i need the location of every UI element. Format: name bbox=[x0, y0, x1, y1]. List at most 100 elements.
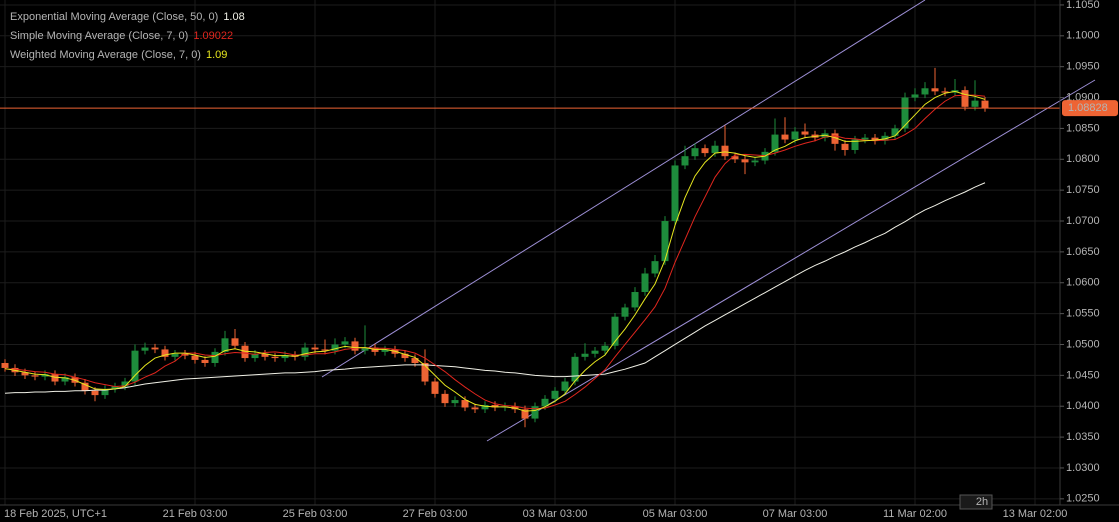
candle-body bbox=[931, 88, 939, 92]
candle-body bbox=[681, 156, 689, 166]
candle-body bbox=[721, 145, 729, 157]
grid bbox=[0, 0, 1060, 505]
y-tick-label: 1.0600 bbox=[1066, 277, 1100, 289]
candle-body bbox=[961, 90, 969, 107]
candle-body bbox=[141, 347, 149, 351]
x-tick-label: 25 Feb 03:00 bbox=[283, 508, 348, 520]
x-tick-label: 18 Feb 2025, UTC+1 bbox=[4, 508, 107, 520]
candle-body bbox=[691, 148, 699, 157]
y-tick-label: 1.0800 bbox=[1066, 153, 1100, 165]
candle-body bbox=[551, 390, 559, 399]
candle-body bbox=[981, 100, 989, 109]
candle-body bbox=[381, 349, 389, 352]
candle-body bbox=[861, 137, 869, 140]
moving-average-line bbox=[4, 90, 986, 412]
y-tick-label: 1.1050 bbox=[1066, 0, 1100, 11]
candle-body bbox=[701, 148, 709, 154]
y-tick-label: 1.1000 bbox=[1066, 30, 1100, 42]
x-tick-label: 11 Mar 02:00 bbox=[883, 508, 947, 520]
plot-area bbox=[0, 67, 1060, 428]
candle-body bbox=[461, 400, 469, 408]
candle-body bbox=[801, 131, 809, 135]
candle-body bbox=[671, 165, 679, 222]
legend-value: 1.09 bbox=[206, 49, 227, 61]
legend-value: 1.09022 bbox=[193, 30, 233, 42]
candle-body bbox=[411, 358, 419, 364]
candle-body bbox=[91, 390, 99, 396]
candle-body bbox=[601, 345, 609, 351]
candle-body bbox=[541, 398, 549, 407]
y-tick-label: 1.0250 bbox=[1066, 493, 1100, 505]
moving-average-line bbox=[5, 94, 986, 410]
candle-body bbox=[631, 292, 639, 308]
candle-body bbox=[581, 353, 589, 357]
candle-body bbox=[241, 345, 249, 359]
legend-entry: Weighted Moving Average (Close, 7, 0) 1.0… bbox=[10, 49, 227, 61]
channel-lower bbox=[486, 79, 1096, 442]
candle-body bbox=[181, 353, 189, 356]
candle-body bbox=[1, 363, 9, 368]
legend-entry: Simple Moving Average (Close, 7, 0) 1.090… bbox=[10, 30, 233, 42]
candle-body bbox=[871, 137, 879, 141]
candle-body bbox=[441, 393, 449, 404]
moving-average-line bbox=[4, 182, 986, 394]
candle-body bbox=[941, 91, 949, 93]
candle-body bbox=[171, 353, 179, 357]
y-tick-label: 1.0350 bbox=[1066, 431, 1100, 443]
candle-body bbox=[401, 353, 409, 359]
candle-body bbox=[311, 347, 319, 350]
candle-body bbox=[471, 407, 479, 410]
candle-body bbox=[971, 100, 979, 107]
candle-body bbox=[51, 374, 59, 382]
y-tick-label: 1.0550 bbox=[1066, 308, 1100, 320]
y-tick-label: 1.0700 bbox=[1066, 215, 1100, 227]
candle-body bbox=[331, 344, 339, 351]
candle-body bbox=[881, 135, 889, 141]
candle-body bbox=[211, 351, 219, 364]
candle-body bbox=[741, 159, 749, 163]
candle-body bbox=[521, 409, 529, 419]
candle-body bbox=[231, 338, 239, 346]
candle-body bbox=[431, 381, 439, 394]
legend: Exponential Moving Average (Close, 50, 0… bbox=[10, 11, 245, 61]
candle-body bbox=[21, 372, 29, 376]
candle-body bbox=[921, 88, 929, 95]
candle-body bbox=[901, 97, 909, 129]
x-tick-label: 27 Feb 03:00 bbox=[403, 508, 468, 520]
candle-body bbox=[341, 341, 349, 345]
candle-body bbox=[621, 307, 629, 317]
legend-name: Exponential Moving Average (Close, 50, 0… bbox=[10, 11, 218, 23]
candle-body bbox=[781, 134, 789, 140]
candle-body bbox=[111, 386, 119, 389]
timeframe-box bbox=[959, 494, 993, 510]
y-tick-label: 1.0650 bbox=[1066, 246, 1100, 258]
candle-body bbox=[361, 347, 369, 351]
candle-body bbox=[251, 353, 259, 359]
candle-body bbox=[711, 145, 719, 154]
candle-body bbox=[101, 388, 109, 396]
candle-body bbox=[611, 316, 619, 346]
candle-body bbox=[451, 400, 459, 404]
candle-body bbox=[301, 347, 309, 357]
candle-body bbox=[121, 381, 129, 387]
y-tick-label: 1.0950 bbox=[1066, 61, 1100, 73]
y-tick-label: 1.0850 bbox=[1066, 122, 1100, 134]
candle-body bbox=[791, 131, 799, 140]
last-price-box bbox=[1062, 100, 1118, 117]
candle-body bbox=[321, 349, 329, 351]
candle-body bbox=[751, 160, 759, 163]
candle-body bbox=[41, 374, 49, 377]
y-tick-label: 1.0400 bbox=[1066, 400, 1100, 412]
legend-name: Weighted Moving Average (Close, 7, 0) bbox=[10, 49, 201, 61]
candle-body bbox=[591, 350, 599, 354]
candle-body bbox=[561, 381, 569, 391]
timeframe-label: 2h bbox=[976, 496, 988, 508]
candle-body bbox=[841, 143, 849, 151]
candle-body bbox=[271, 356, 279, 359]
candle-body bbox=[891, 128, 899, 136]
y-tick-label: 1.0300 bbox=[1066, 462, 1100, 474]
candle-body bbox=[281, 354, 289, 359]
y-tick-label: 1.0450 bbox=[1066, 369, 1100, 381]
